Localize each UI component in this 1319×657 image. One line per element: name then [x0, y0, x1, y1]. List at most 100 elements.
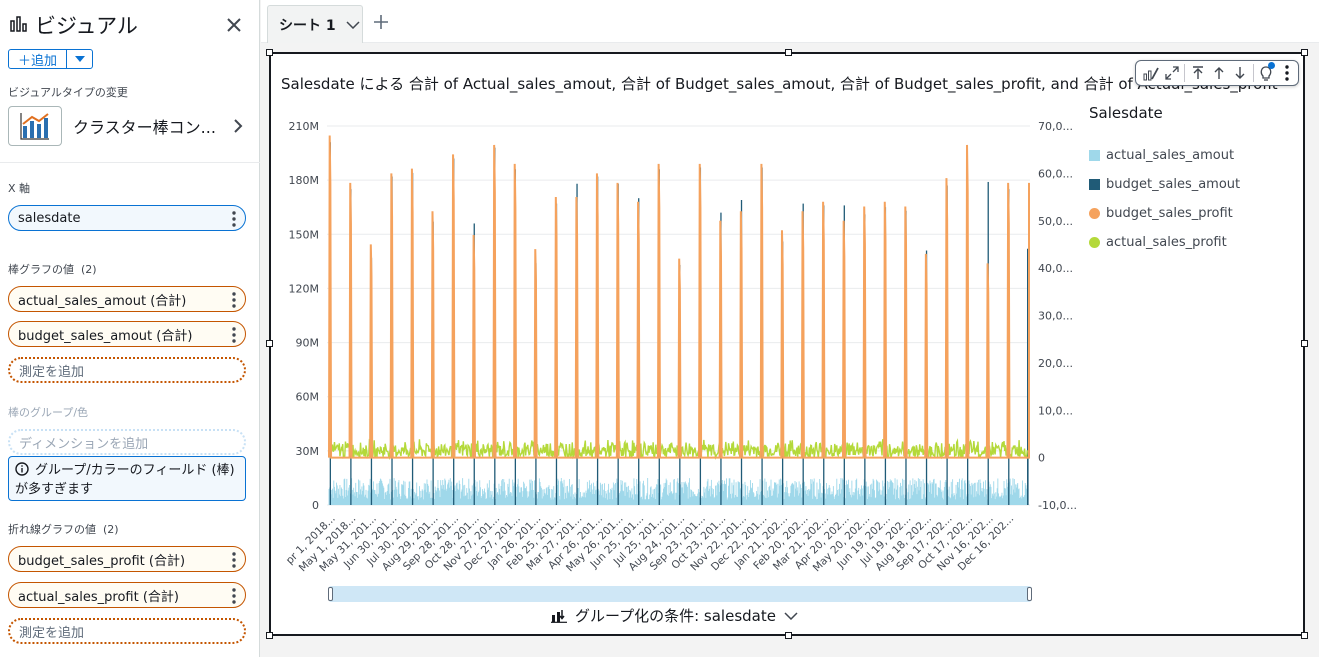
resize-handle[interactable]	[266, 49, 273, 56]
info-icon	[15, 462, 29, 476]
line-field-1[interactable]: budget_sales_profit (合計)	[8, 546, 246, 572]
y-tick-label: 90M	[296, 337, 320, 350]
more-icon[interactable]	[232, 588, 236, 604]
sheet-tabs: シート 1	[261, 0, 1319, 43]
line-field-label: actual_sales_profit (合計)	[18, 589, 179, 605]
more-icon[interactable]	[232, 211, 236, 227]
line-field-label: budget_sales_profit (合計)	[18, 553, 186, 569]
panel-title: ビジュアル	[35, 14, 138, 38]
visual-toolbar	[1135, 60, 1299, 86]
visual-type-label: ビジュアルタイプの変更	[8, 86, 128, 99]
visual-container[interactable]: Salesdate による 合計 of Actual_sales_amout, …	[266, 49, 1308, 639]
y-tick-label: 0	[312, 499, 319, 512]
bar-field-2[interactable]: budget_sales_amout (合計)	[8, 321, 246, 347]
legend-item[interactable]: budget_sales_amout	[1089, 170, 1240, 199]
legend-swatch	[1089, 150, 1100, 161]
resize-handle[interactable]	[266, 632, 273, 639]
chevron-right-icon	[234, 119, 243, 133]
y2-tick-label: 0	[1038, 452, 1045, 465]
resize-handle[interactable]	[1301, 49, 1308, 56]
visual-title: Salesdate による 合計 of Actual_sales_amout, …	[281, 75, 1278, 93]
resize-handle[interactable]	[1301, 632, 1308, 639]
more-icon[interactable]	[232, 552, 236, 568]
info-line-1: グループ/カラーのフィールド (棒)	[35, 463, 235, 478]
y-tick-label: 210M	[289, 120, 320, 133]
tab-sheet-1[interactable]: シート 1	[267, 5, 363, 43]
group-color-label: 棒のグループ/色	[8, 406, 89, 419]
line-budget-sales-profit	[328, 135, 1030, 459]
notification-dot	[1268, 62, 1275, 69]
combo-chart-icon	[8, 106, 62, 146]
resize-handle[interactable]	[785, 49, 792, 56]
close-icon[interactable]	[224, 15, 244, 35]
bar-chart-icon	[10, 15, 27, 36]
more-icon[interactable]	[232, 327, 236, 343]
group-by-label: グループ化の条件: salesdate	[575, 607, 776, 625]
legend-label: actual_sales_profit	[1106, 235, 1227, 250]
y-tick-label: 120M	[289, 282, 320, 295]
x-axis-scrollbar[interactable]	[328, 586, 1032, 602]
group-by-icon	[551, 609, 567, 623]
legend-label: actual_sales_amout	[1106, 148, 1235, 163]
move-to-top-icon[interactable]	[1187, 62, 1208, 84]
add-dimension-field: ディメンションを追加	[8, 429, 246, 455]
legend-label: budget_sales_amout	[1106, 177, 1241, 192]
x-axis-field[interactable]: salesdate	[8, 205, 246, 231]
divider	[0, 162, 260, 163]
legend: Salesdate actual_sales_amout budget_sale…	[1089, 104, 1240, 257]
y2-tick-label: 70,0...	[1038, 120, 1073, 133]
y2-tick-label: 30,0...	[1038, 310, 1073, 323]
line-field-2[interactable]: actual_sales_profit (合計)	[8, 582, 246, 608]
resize-handle[interactable]	[785, 632, 792, 639]
y2-tick-label: 20,0...	[1038, 357, 1073, 370]
bar-values-label: 棒グラフの値 (2)	[8, 263, 97, 276]
legend-item[interactable]: budget_sales_profit	[1089, 199, 1240, 228]
more-icon[interactable]	[232, 292, 236, 308]
move-up-icon[interactable]	[1208, 62, 1229, 84]
visual-type-selector[interactable]: クラスター棒コン...	[8, 104, 248, 148]
legend-item[interactable]: actual_sales_amout	[1089, 141, 1240, 170]
format-visual-icon[interactable]	[1140, 62, 1161, 84]
add-main[interactable]: ＋追加	[9, 50, 67, 69]
scroll-handle-left[interactable]	[328, 587, 333, 601]
bar-budget-sales-amout	[1027, 248, 1029, 505]
scroll-handle-right[interactable]	[1027, 587, 1032, 601]
legend-item[interactable]: actual_sales_profit	[1089, 228, 1240, 257]
properties-panel: ビジュアル ＋追加 ビジュアルタイプの変更 クラスター棒コン... X 軸 sa…	[0, 0, 260, 657]
add-dropdown-button[interactable]	[67, 50, 92, 68]
add-label: 追加	[31, 53, 58, 69]
more-options-icon[interactable]	[1277, 62, 1298, 84]
panel-header: ビジュアル	[10, 10, 138, 40]
bar-field-1[interactable]: actual_sales_amout (合計)	[8, 286, 246, 312]
legend-label: budget_sales_profit	[1106, 206, 1233, 221]
legend-swatch	[1089, 237, 1100, 248]
resize-handle[interactable]	[1301, 340, 1308, 347]
y-tick-label: 60M	[296, 391, 320, 404]
add-sheet-icon[interactable]	[371, 12, 391, 32]
insights-bulb-icon[interactable]	[1256, 62, 1277, 84]
y-tick-label: 180M	[289, 174, 320, 187]
plus-icon: ＋	[17, 53, 31, 69]
tab-label: シート 1	[279, 17, 336, 34]
y-tick-label: 150M	[289, 228, 320, 241]
bar-actual-sales-amout	[328, 477, 1028, 505]
caret-down-icon	[74, 56, 85, 62]
y2-tick-label: 50,0...	[1038, 215, 1073, 228]
legend-swatch	[1089, 179, 1100, 190]
move-down-icon[interactable]	[1230, 62, 1251, 84]
expand-icon[interactable]	[1161, 62, 1182, 84]
add-button[interactable]: ＋追加	[8, 49, 93, 69]
legend-title: Salesdate	[1089, 104, 1163, 122]
add-bar-measure[interactable]: 測定を追加	[8, 357, 246, 383]
bar-field-label: budget_sales_amout (合計)	[18, 328, 193, 344]
chart: 0 30M 60M 90M 120M 150M 180M 210M -10,0... 0 10,0.…	[284, 120, 1077, 574]
info-line-2: が多すぎます	[15, 482, 94, 497]
visual-type-name: クラスター棒コン...	[73, 118, 216, 137]
y2-tick-label: -10,0...	[1038, 499, 1077, 512]
group-by-control[interactable]: グループ化の条件: salesdate	[551, 605, 798, 626]
chevron-down-icon[interactable]	[784, 611, 798, 620]
legend-swatch	[1089, 208, 1100, 219]
resize-handle[interactable]	[266, 340, 273, 347]
chevron-down-icon[interactable]	[346, 20, 360, 29]
add-line-measure[interactable]: 測定を追加	[8, 618, 246, 644]
